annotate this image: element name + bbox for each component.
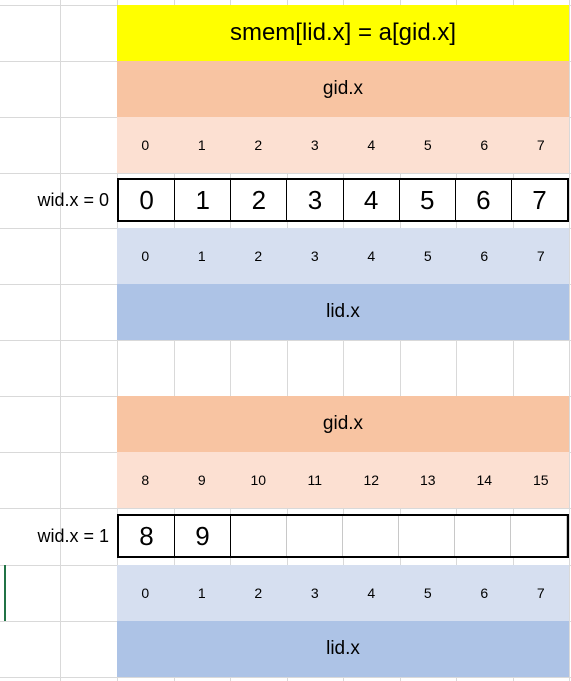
- lid-index-cell: 6: [480, 585, 489, 601]
- lid-header-block-1: lid.x: [117, 621, 569, 677]
- gridline-vertical: [569, 0, 570, 681]
- gid-index-band-block-1: [117, 452, 569, 508]
- lid-index-cell: 4: [367, 585, 376, 601]
- data-cell[interactable]: [399, 516, 455, 556]
- gridline-vertical: [343, 0, 344, 681]
- gridline-horizontal: [0, 173, 571, 174]
- lid-index-cell: 1: [197, 248, 206, 264]
- data-cell[interactable]: [343, 516, 399, 556]
- lid-index-cell: 0: [141, 248, 150, 264]
- gid-index-row-block-0: 0 1 2 3 4 5 6 7: [117, 117, 569, 173]
- gid-index-cell: 11: [307, 472, 323, 488]
- gid-index-cell: 6: [480, 137, 489, 153]
- lid-index-cell: 7: [536, 248, 545, 264]
- data-cell[interactable]: 7: [532, 184, 547, 215]
- row-label-block-1: wid.x = 1: [37, 525, 109, 546]
- gid-index-cell: 8: [141, 472, 150, 488]
- gridline-horizontal: [0, 340, 571, 341]
- gid-header-block-0: gid.x: [117, 61, 569, 117]
- gridline-vertical: [60, 0, 61, 681]
- data-cell[interactable]: 9: [175, 516, 231, 556]
- data-cell[interactable]: [511, 516, 567, 556]
- gid-index-cell: 10: [250, 472, 267, 488]
- lid-index-cell: 6: [480, 248, 489, 264]
- data-cell[interactable]: 6: [456, 180, 512, 220]
- gridline-vertical: [399, 0, 401, 681]
- data-cell[interactable]: [455, 516, 511, 556]
- gid-index-cell: 0: [141, 137, 150, 153]
- lid-index-band-block-1: [117, 565, 569, 621]
- gid-index-cell: 1: [197, 137, 206, 153]
- gridline-vertical: [512, 0, 514, 681]
- gid-header-block-1: gid.x: [117, 396, 569, 452]
- gid-index-cell: 9: [197, 472, 206, 488]
- gridline-vertical: [286, 0, 288, 681]
- lid-index-band-block-0: [117, 228, 569, 284]
- data-cell[interactable]: 8: [119, 516, 175, 556]
- data-row-block-0: 0 1 2 3 4 5 6 7: [117, 178, 569, 222]
- data-cell[interactable]: 2: [231, 180, 288, 220]
- lid-index-cell: 2: [254, 585, 263, 601]
- lid-index-cell: 3: [310, 585, 319, 601]
- data-cell[interactable]: 0: [119, 180, 176, 220]
- lid-index-cell: 0: [141, 585, 150, 601]
- data-cell[interactable]: [231, 516, 287, 556]
- gridline-vertical: [456, 0, 457, 681]
- lid-index-cell: 5: [423, 248, 432, 264]
- gid-index-row-block-1: 8 9 10 11 12 13 14 15: [117, 452, 569, 508]
- gid-index-cell: 7: [536, 137, 545, 153]
- gid-index-cell: 2: [254, 137, 263, 153]
- gid-index-cell: 13: [419, 472, 436, 488]
- data-row-block-1: 8 9: [117, 514, 569, 558]
- gid-index-cell: 12: [363, 472, 380, 488]
- data-cell[interactable]: 3: [287, 180, 344, 220]
- lid-index-cell: 5: [423, 585, 432, 601]
- lid-header-block-0: lid.x: [117, 284, 569, 340]
- lid-index-row-block-1: 0 1 2 3 4 5 6 7: [117, 565, 569, 621]
- gridline-horizontal: [0, 677, 571, 678]
- cell-cursor-indicator: [4, 565, 6, 621]
- data-cell[interactable]: 4: [344, 180, 400, 220]
- lid-index-cell: 1: [197, 585, 206, 601]
- gridline-vertical: [117, 0, 118, 681]
- lid-index-row-block-0: 0 1 2 3 4 5 6 7: [117, 228, 569, 284]
- data-cell[interactable]: 5: [400, 180, 456, 220]
- gridline-vertical: [230, 0, 231, 681]
- gid-index-band-block-0: [117, 117, 569, 173]
- data-cell[interactable]: 1: [175, 180, 232, 220]
- lid-index-cell: 2: [254, 248, 263, 264]
- gid-index-cell: 4: [367, 137, 376, 153]
- data-cell[interactable]: [287, 516, 343, 556]
- gid-index-cell: 14: [476, 472, 493, 488]
- gridline-vertical: [173, 0, 175, 681]
- formula-title: smem[lid.x] = a[gid.x]: [117, 5, 569, 61]
- row-label-block-0: wid.x = 0: [37, 189, 109, 210]
- lid-index-cell: 4: [367, 248, 376, 264]
- gid-index-cell: 3: [310, 137, 319, 153]
- gid-index-cell: 5: [423, 137, 432, 153]
- gid-index-cell: 15: [532, 472, 549, 488]
- gridline-horizontal: [0, 508, 571, 509]
- lid-index-cell: 7: [536, 585, 545, 601]
- lid-index-cell: 3: [310, 248, 319, 264]
